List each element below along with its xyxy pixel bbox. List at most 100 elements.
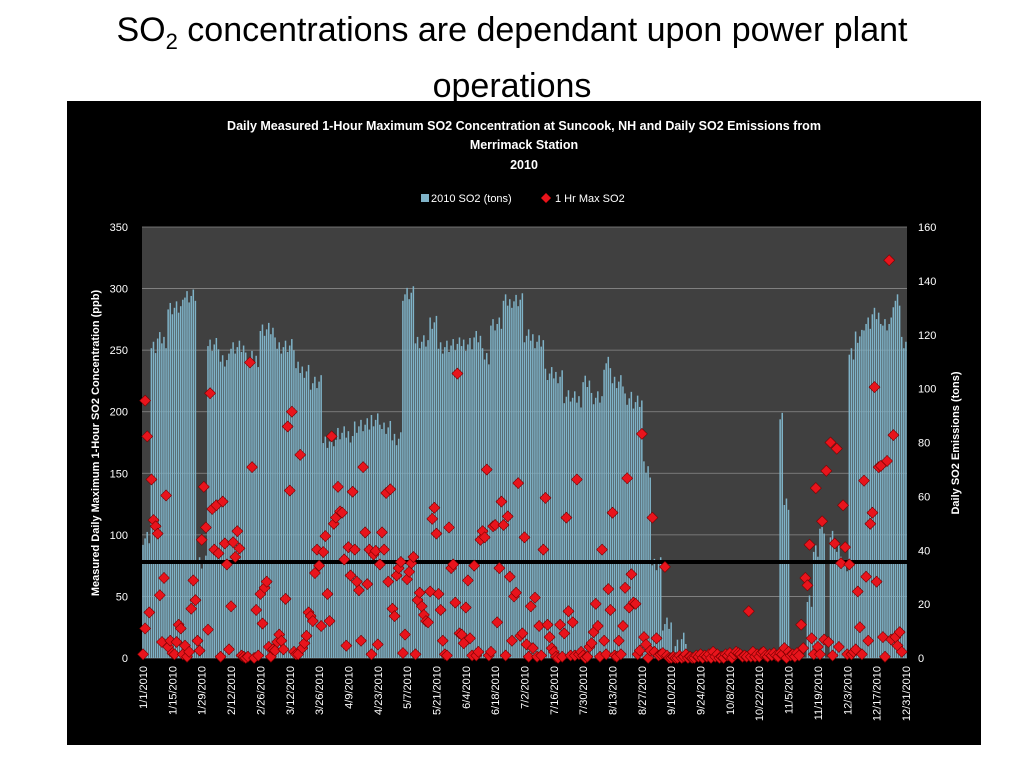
so2-point xyxy=(317,546,330,559)
emission-bar xyxy=(370,415,373,658)
chart-title-line2: Merrimack Station xyxy=(470,138,578,152)
slide-title: SO2 concentrations are dependant upon po… xyxy=(0,8,1024,108)
so2-point xyxy=(143,606,156,619)
emission-bar xyxy=(205,555,207,658)
emission-bar xyxy=(488,364,490,658)
emission-bar xyxy=(414,343,417,658)
emission-bar xyxy=(817,556,819,658)
so2-point xyxy=(617,620,629,632)
emission-bar xyxy=(213,344,216,658)
emission-bar xyxy=(228,353,230,658)
so2-point xyxy=(793,649,805,662)
so2-point xyxy=(480,463,493,476)
emission-bar xyxy=(431,328,433,658)
emission-bar xyxy=(223,366,226,658)
so2-point xyxy=(824,436,837,449)
emission-bar xyxy=(886,330,888,658)
so2-point xyxy=(231,525,244,538)
emission-bar xyxy=(521,293,524,658)
emission-bar xyxy=(276,348,278,658)
x-tick-label: 11/5/2010 xyxy=(784,666,796,714)
emission-bar xyxy=(578,396,580,658)
so2-point xyxy=(449,596,462,609)
emission-bar xyxy=(200,568,203,658)
combo-chart: Daily Measured 1-Hour Maximum SO2 Concen… xyxy=(90,119,962,721)
so2-point xyxy=(250,604,263,616)
emission-bar xyxy=(169,302,171,658)
emission-bar xyxy=(341,432,343,658)
emission-bar xyxy=(328,441,331,658)
so2-point xyxy=(856,648,868,661)
emission-bar xyxy=(421,341,423,658)
x-tick-label: 12/17/2010 xyxy=(872,666,884,721)
so2-point xyxy=(851,585,864,598)
x-tick-label: 7/16/2010 xyxy=(549,666,561,715)
x-tick-label: 11/19/2010 xyxy=(813,666,825,720)
so2-point xyxy=(193,644,206,657)
emission-bar xyxy=(142,544,144,658)
emission-bar xyxy=(379,424,381,658)
so2-point xyxy=(376,526,388,539)
y-right-tick-label: 20 xyxy=(918,599,930,611)
so2-point xyxy=(510,586,523,599)
so2-point xyxy=(591,620,604,632)
so2-point xyxy=(338,553,351,566)
emission-bar xyxy=(580,407,582,658)
emission-bar xyxy=(630,391,633,658)
x-tick-label: 4/9/2010 xyxy=(343,666,355,709)
emission-bar xyxy=(156,338,159,658)
emission-bar xyxy=(628,398,630,658)
emission-bar xyxy=(272,327,274,658)
emission-bar xyxy=(815,545,817,658)
emission-bar xyxy=(161,343,163,658)
so2-point xyxy=(814,648,826,661)
emission-bar xyxy=(429,317,431,658)
emission-bar xyxy=(490,325,492,658)
so2-point xyxy=(468,559,481,572)
emission-bar xyxy=(626,404,628,658)
so2-point xyxy=(895,645,908,658)
so2-point xyxy=(614,648,627,661)
so2-point xyxy=(803,538,816,551)
emission-bar xyxy=(838,545,840,658)
y-left-tick-label: 100 xyxy=(110,530,128,542)
emission-bar xyxy=(597,391,599,658)
x-tick-label: 10/22/2010 xyxy=(754,666,766,721)
so2-point xyxy=(191,634,204,647)
so2-point xyxy=(866,506,879,519)
x-tick-label: 3/12/2010 xyxy=(285,666,297,715)
emission-bar xyxy=(316,388,318,658)
emission-bar xyxy=(835,551,838,658)
so2-point xyxy=(195,533,208,546)
emission-bar xyxy=(481,348,484,658)
x-tick-label: 4/23/2010 xyxy=(373,666,385,715)
emission-bar xyxy=(622,386,624,658)
so2-point xyxy=(596,543,608,556)
so2-point xyxy=(795,618,808,631)
so2-point xyxy=(139,394,152,407)
emission-bar xyxy=(810,606,813,658)
emission-bar xyxy=(548,373,551,658)
left-axis-ticks: 0 50 100 150 200 250 300 350 xyxy=(110,222,128,665)
emission-bar xyxy=(257,367,260,658)
emission-bar xyxy=(291,339,293,658)
y-left-tick-label: 150 xyxy=(110,468,128,480)
emission-bar xyxy=(263,335,266,658)
emission-bar xyxy=(553,378,555,658)
x-tick-label: 1/29/2010 xyxy=(197,666,209,715)
y-right-tick-label: 40 xyxy=(918,545,930,557)
so2-point xyxy=(223,643,235,656)
emission-bar xyxy=(651,565,654,658)
emission-bar xyxy=(844,559,846,658)
emission-bar xyxy=(620,375,622,658)
emission-bar xyxy=(196,563,199,658)
emission-bar xyxy=(236,347,239,658)
x-tick-label: 1/1/2010 xyxy=(138,666,150,709)
emission-bar xyxy=(603,369,605,658)
emission-bar xyxy=(506,305,509,658)
so2-point xyxy=(283,484,296,497)
emission-bar xyxy=(372,426,375,658)
emission-bar xyxy=(538,335,540,658)
x-tick-label: 2/12/2010 xyxy=(226,666,238,715)
emission-bar xyxy=(177,312,180,658)
